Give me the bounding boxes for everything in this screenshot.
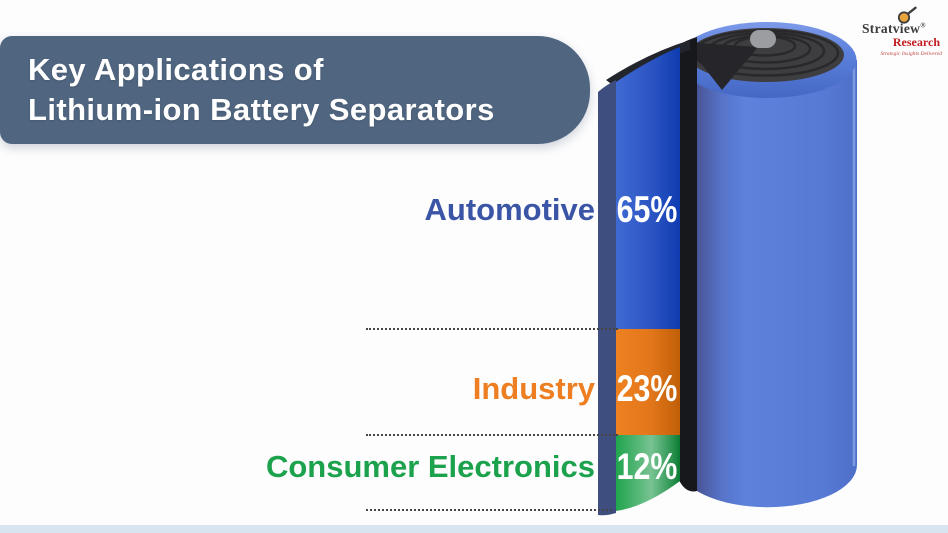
dotted-divider-industry-consumer: [366, 434, 618, 436]
roll-core: [750, 30, 776, 48]
magnifier-icon: [897, 6, 917, 24]
logo-name: Stratview®: [862, 21, 926, 36]
footer-strip: [0, 525, 948, 533]
value-label-industry: 23%: [616, 368, 678, 409]
sheet-side-edge: [598, 80, 616, 516]
brand-logo: Stratview® Research Strategic Insights D…: [862, 6, 944, 57]
dotted-divider-bottom: [366, 509, 612, 511]
separator-sheet-bar: [598, 40, 690, 516]
value-label-automotive: 65%: [616, 189, 678, 230]
category-label-automotive: Automotive: [424, 192, 596, 227]
title-line-1: Key Applications of: [28, 52, 324, 87]
film-edge-strip: [678, 37, 697, 492]
category-label-industry: Industry: [472, 371, 595, 406]
bar-segment-consumer-electronics: [616, 435, 680, 511]
logo-tagline: Strategic Insights Delivered: [880, 51, 942, 57]
battery-cylinder: [677, 22, 857, 508]
logo-division: Research: [892, 35, 940, 49]
bar-segment-industry: [616, 329, 680, 435]
category-label-consumer-electronics: Consumer Electronics: [265, 449, 595, 484]
title-line-2: Lithium-ion Battery Separators: [28, 92, 495, 127]
title-banner: Key Applications of Lithium-ion Battery …: [0, 36, 590, 144]
dotted-divider-automotive-industry: [366, 328, 618, 330]
roll-notch: [684, 42, 758, 90]
value-label-consumer-electronics: 12%: [616, 446, 678, 487]
bar-segment-automotive: [616, 47, 680, 329]
